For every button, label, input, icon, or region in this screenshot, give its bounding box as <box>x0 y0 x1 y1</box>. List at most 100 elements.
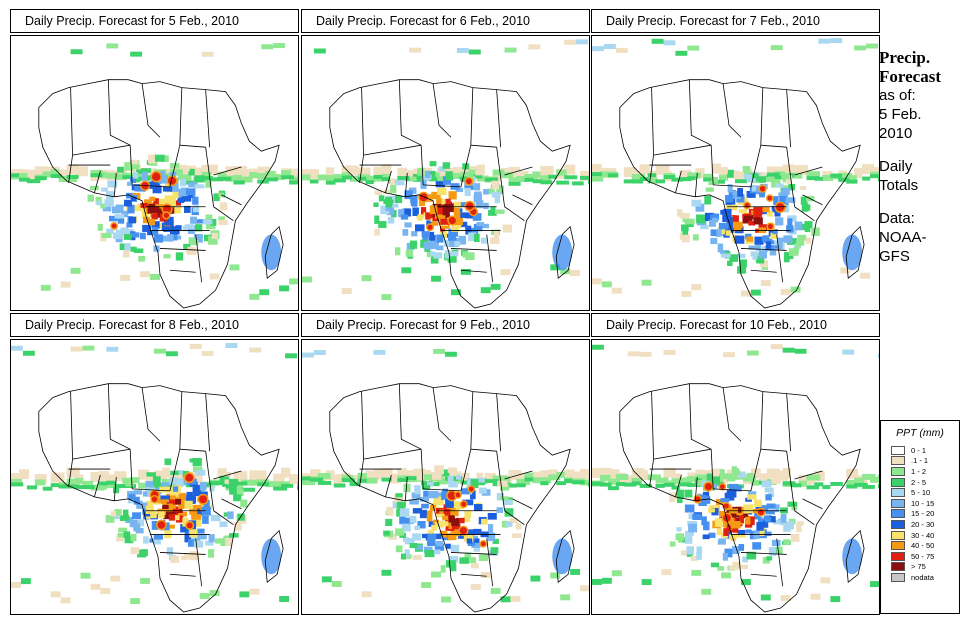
precip-cell <box>714 518 724 527</box>
precip-cell <box>259 289 270 296</box>
precip-cell <box>373 349 386 355</box>
precip-cell <box>386 506 393 515</box>
precip-cell <box>130 246 137 252</box>
precip-cell <box>692 513 702 520</box>
precip-cell <box>726 221 735 227</box>
legend-swatch <box>891 498 905 508</box>
precip-cell <box>749 173 759 182</box>
precip-cell <box>703 173 714 180</box>
precip-cell <box>167 495 177 501</box>
precip-cell <box>357 478 367 483</box>
precip-cell <box>478 555 487 561</box>
precip-cell <box>797 237 805 246</box>
precip-cell <box>601 577 612 584</box>
precip-cell <box>118 527 128 533</box>
precip-cell <box>483 202 489 210</box>
precip-cell <box>820 577 831 584</box>
heavy-precip-spot <box>150 171 162 183</box>
precip-cell <box>133 496 140 505</box>
precip-cell <box>386 207 395 216</box>
precip-cell <box>762 520 769 528</box>
country-border <box>132 488 170 492</box>
precip-cell <box>564 164 576 175</box>
precip-cell <box>122 175 133 180</box>
precip-cell <box>192 484 201 493</box>
precip-cell <box>419 496 430 502</box>
precip-cell <box>180 178 187 187</box>
map-borders <box>329 383 575 613</box>
country-border <box>169 573 196 577</box>
precip-cell <box>411 492 421 499</box>
precip-cell <box>90 185 99 191</box>
country-border <box>72 448 131 460</box>
precip-cell <box>730 215 739 224</box>
precip-cell <box>229 485 237 495</box>
precip-cell <box>715 498 724 505</box>
precip-cell <box>157 497 166 504</box>
precip-cell <box>421 533 432 539</box>
precip-cell <box>140 577 151 584</box>
precip-cell <box>738 515 744 524</box>
precip-cell <box>870 476 879 483</box>
precip-cell <box>719 249 730 255</box>
precip-cell <box>793 247 799 255</box>
precip-cell <box>487 524 494 533</box>
precip-cell <box>416 473 424 481</box>
precip-cell <box>455 474 462 480</box>
precip-cell <box>429 505 436 512</box>
precip-cell <box>160 495 171 500</box>
country-border <box>132 184 170 188</box>
forecast-panel: Daily Precip. Forecast for 9 Feb., 2010 <box>301 313 590 615</box>
precip-cell <box>474 504 483 512</box>
precip-cell <box>429 482 440 487</box>
precip-cell <box>381 477 392 482</box>
precip-cell <box>397 176 410 180</box>
precip-cell <box>257 173 267 180</box>
precip-bands <box>592 38 879 297</box>
precip-cell <box>708 532 716 538</box>
precip-cell <box>433 252 443 259</box>
precip-cell <box>155 204 166 209</box>
precip-cell <box>189 508 198 515</box>
precip-cell <box>265 481 276 488</box>
precip-cell <box>742 475 756 482</box>
precip-cell <box>450 563 457 572</box>
precip-cell <box>401 523 411 532</box>
precip-cell <box>878 353 879 359</box>
precip-cell <box>623 482 637 487</box>
country-border <box>786 393 792 452</box>
precip-cell <box>453 207 461 216</box>
forecast-panel: Daily Precip. Forecast for 6 Feb., 2010 <box>301 9 590 311</box>
precip-cell <box>601 281 612 288</box>
precip-cell <box>147 230 154 236</box>
legend-item: 40 - 50 <box>891 540 959 551</box>
precip-cell <box>700 224 709 230</box>
heavy-precip-spot <box>467 485 476 493</box>
precip-cell <box>663 467 676 478</box>
precip-cell <box>58 484 72 489</box>
precip-cell <box>655 179 666 184</box>
map-borders <box>329 79 575 309</box>
precip-cell <box>162 504 169 510</box>
precip-cell <box>748 220 756 226</box>
precip-cell <box>676 527 682 532</box>
precip-cell <box>233 481 248 486</box>
precip-cell <box>727 184 733 193</box>
precip-cell <box>474 191 480 197</box>
precip-cell <box>349 482 361 487</box>
precip-cell <box>227 511 234 520</box>
precip-cell <box>451 518 460 526</box>
precip-cell <box>210 218 217 226</box>
date-line-1: 5 Feb. <box>879 106 922 123</box>
precip-cell <box>34 479 46 486</box>
precip-cell <box>297 482 298 489</box>
precip-cell <box>146 168 157 179</box>
precip-cell <box>404 538 415 545</box>
precip-cell <box>168 514 175 521</box>
precip-cell <box>663 40 676 46</box>
precip-cell <box>106 172 118 179</box>
precip-cell <box>607 173 619 178</box>
precip-cell <box>417 521 426 529</box>
precip-cell <box>237 513 245 521</box>
precip-cell <box>434 211 443 219</box>
